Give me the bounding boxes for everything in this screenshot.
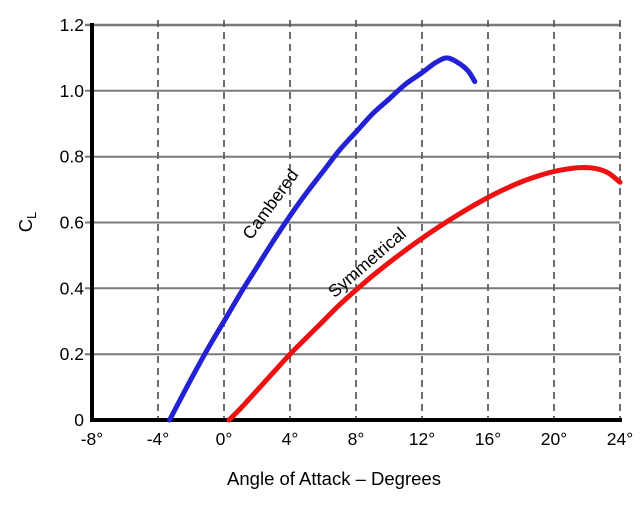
- x-tick-label: 24°: [607, 429, 633, 449]
- curves: [167, 55, 623, 423]
- x-tick-label: 16°: [475, 429, 501, 449]
- y-tick-label: 0.6: [60, 213, 84, 233]
- y-axis-title: CL: [15, 212, 39, 233]
- y-tick-label: 1.0: [60, 81, 85, 101]
- curve-cambered: [167, 55, 478, 423]
- series-label-cambered: Cambered: [238, 165, 302, 243]
- y-tick-label: 0.4: [60, 278, 85, 298]
- y-tick-label: 1.2: [60, 15, 84, 35]
- x-axis-title: Angle of Attack – Degrees: [227, 468, 441, 489]
- x-tick-label: 4°: [282, 429, 299, 449]
- y-axis-title-sub: L: [24, 212, 39, 219]
- curve-symmetrical: [226, 165, 623, 423]
- x-tick-label: -4°: [147, 429, 170, 449]
- y-tick-label: 0: [74, 410, 84, 430]
- x-tick-label: 20°: [541, 429, 567, 449]
- y-axis-title-main: C: [15, 219, 36, 232]
- x-tick-label: 12°: [409, 429, 435, 449]
- x-tick-label: 0°: [216, 429, 233, 449]
- y-tick-label: 0.2: [60, 344, 84, 364]
- axes: [90, 23, 622, 422]
- x-tick-label: 8°: [348, 429, 365, 449]
- y-tick-label: 0.8: [60, 147, 84, 167]
- gridlines: [85, 20, 621, 420]
- tick-labels: -8° -4° 0° 4° 8° 12° 16° 20° 24° 0 0.2 0.4 0.6 0.8 1.0…: [60, 15, 634, 449]
- series-label-symmetrical: Symmetrical: [324, 223, 410, 301]
- x-tick-label: -8°: [81, 429, 104, 449]
